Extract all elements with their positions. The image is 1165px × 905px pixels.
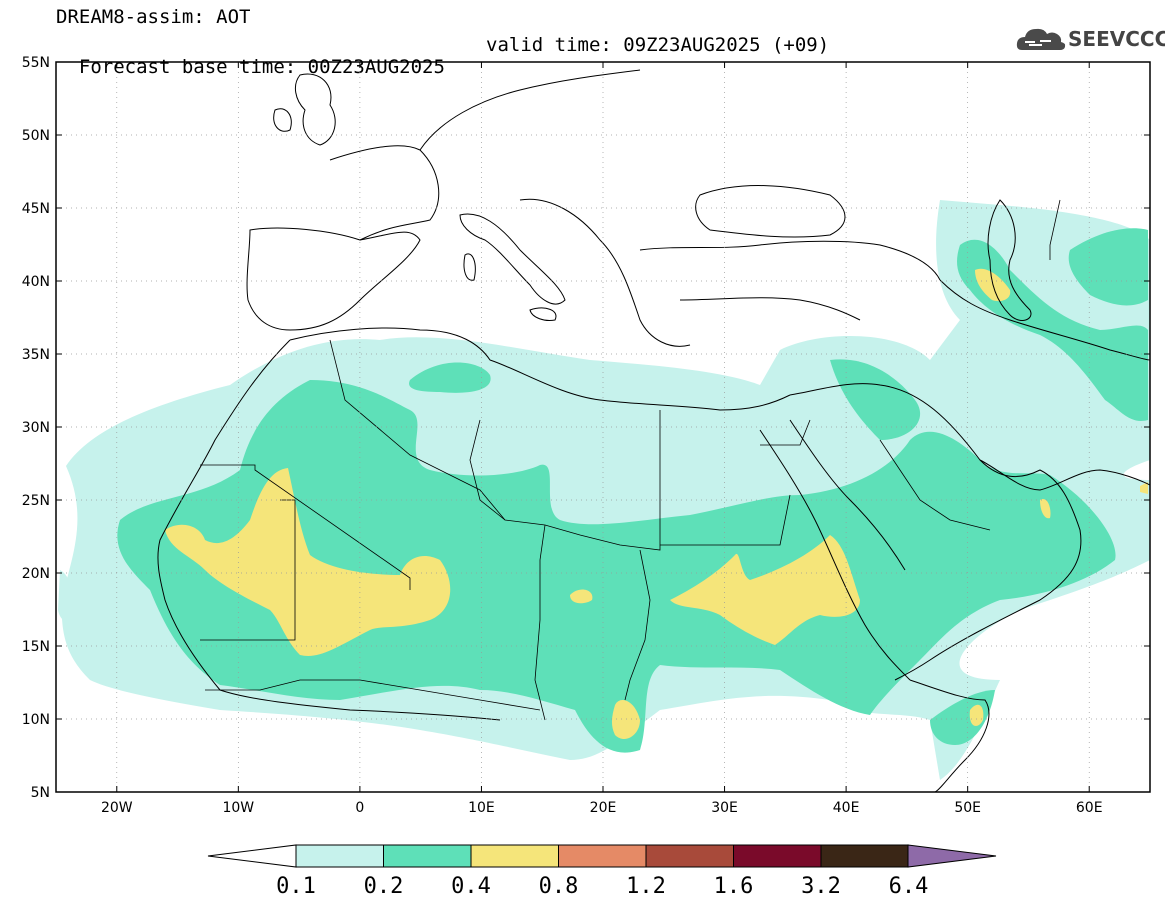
lat-label: 30N	[22, 420, 50, 436]
colorbar-label: 0.2	[364, 874, 404, 899]
lon-label: 50E	[954, 800, 981, 816]
lat-label: 10N	[22, 712, 50, 728]
aot-level-0.4	[165, 268, 1148, 740]
lat-label: 35N	[22, 347, 50, 363]
colorbar-label: 1.6	[714, 874, 754, 899]
lon-label: 10W	[222, 800, 254, 816]
colorbar-label: 6.4	[889, 874, 929, 899]
lon-label: 60E	[1076, 800, 1103, 816]
latitude-axis: 55N 50N 45N 40N 35N 30N 25N 20N 15N 10N 5N	[22, 55, 1150, 801]
lat-label: 55N	[22, 55, 50, 71]
lat-label: 40N	[22, 274, 50, 290]
colorbar-label: 0.4	[451, 874, 491, 899]
logo-text: SEEVCCC	[1068, 27, 1165, 51]
lon-label: 0	[355, 800, 364, 816]
colorbar-box	[645, 844, 734, 868]
colorbar-label: 1.2	[626, 874, 666, 899]
graticule	[56, 62, 1150, 792]
seevccc-logo: SEEVCCC	[1016, 24, 1165, 54]
lat-label: 15N	[22, 639, 50, 655]
lat-label: 25N	[22, 493, 50, 509]
aot-shading	[58, 69, 1150, 792]
colorbar-label: 3.2	[801, 874, 841, 899]
colorbar-box	[820, 844, 909, 868]
valid-time: valid time: 09Z23AUG2025 (+09)	[486, 34, 830, 56]
cloud-icon	[1016, 28, 1066, 50]
colorbar-box	[558, 844, 647, 868]
longitude-axis: 20W 10W 0 10E 20E 30E 40E 50E 60E	[101, 62, 1103, 816]
lon-label: 20W	[101, 800, 133, 816]
lon-label: 20E	[590, 800, 617, 816]
colorbar-under-arrow	[207, 844, 297, 868]
coastlines	[157, 69, 1150, 792]
colorbar: 0.1 0.2 0.4 0.8 1.2 1.6 3.2 6.4	[207, 844, 997, 899]
colorbar-label: 0.8	[539, 874, 579, 899]
colorbar-over-arrow	[907, 844, 997, 868]
colorbar-box	[295, 844, 384, 868]
colorbar-label: 0.1	[276, 874, 316, 899]
forecast-times: Forecast base time: 00Z23AUG2025 valid t…	[56, 34, 829, 100]
colorbar-box	[383, 844, 472, 868]
map-title: DREAM8-assim: AOT	[56, 6, 251, 28]
lat-label: 5N	[31, 785, 50, 801]
lat-label: 45N	[22, 201, 50, 217]
lat-label: 50N	[22, 128, 50, 144]
lon-label: 10E	[468, 800, 495, 816]
colorbar-box	[470, 844, 559, 868]
borders	[200, 199, 1061, 721]
colorbar-box	[733, 844, 822, 868]
lon-label: 40E	[833, 800, 860, 816]
lon-label: 30E	[711, 800, 738, 816]
lat-label: 20N	[22, 566, 50, 582]
